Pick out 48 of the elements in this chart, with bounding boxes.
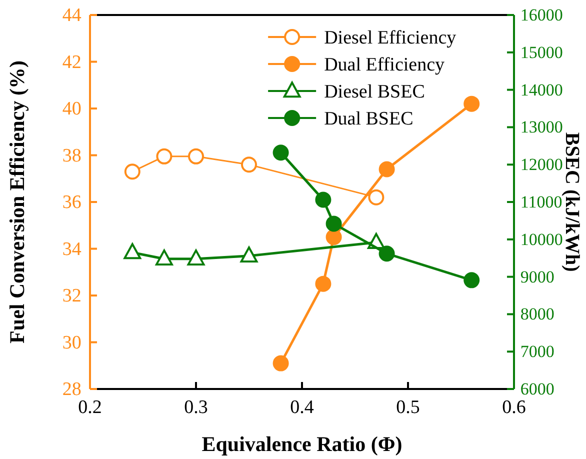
y2-tick-label: 16000 bbox=[520, 5, 563, 24]
y-tick-label: 38 bbox=[62, 145, 82, 166]
point bbox=[378, 246, 395, 262]
point bbox=[326, 216, 342, 232]
x-tick-label: 0.6 bbox=[502, 396, 526, 418]
point bbox=[368, 189, 384, 206]
point bbox=[315, 276, 332, 292]
y-tick-label: 42 bbox=[62, 52, 82, 73]
point bbox=[156, 249, 173, 266]
point bbox=[156, 148, 172, 164]
legend-label: Dual BSEC bbox=[324, 108, 414, 130]
point bbox=[187, 249, 205, 266]
y2-tick-label: 10000 bbox=[520, 230, 563, 249]
x-tick-label: 0.5 bbox=[396, 396, 420, 418]
y2-tick-label: 15000 bbox=[520, 42, 563, 62]
point bbox=[315, 192, 332, 208]
legend-label: Diesel Efficiency bbox=[324, 28, 457, 49]
y-axis-title: Fuel Conversion Efficiency (%) bbox=[5, 60, 29, 344]
y-tick-label: 36 bbox=[62, 192, 82, 214]
point bbox=[188, 148, 204, 164]
point bbox=[272, 144, 289, 161]
y2-tick-label: 11000 bbox=[520, 192, 562, 212]
point bbox=[124, 164, 140, 180]
point bbox=[464, 96, 480, 112]
y2-tick-label: 9000 bbox=[520, 267, 554, 286]
y2-tick-label: 7000 bbox=[520, 342, 554, 362]
y2-tick-label: 6000 bbox=[520, 379, 554, 398]
y2-tick-label: 14000 bbox=[520, 80, 563, 100]
y-tick-label: 34 bbox=[62, 238, 82, 260]
y-tick-label: 44 bbox=[62, 5, 82, 26]
point bbox=[124, 243, 142, 260]
point bbox=[378, 161, 395, 178]
point bbox=[241, 156, 257, 173]
x-axis-title: Equivalence Ratio (Φ) bbox=[202, 432, 402, 456]
y-tick-label: 30 bbox=[62, 332, 82, 354]
point bbox=[326, 229, 342, 246]
x-tick-label: 0.3 bbox=[184, 396, 208, 418]
legend-label: Diesel BSEC bbox=[324, 82, 425, 103]
y2-tick-label: 13000 bbox=[520, 118, 563, 137]
y2-axis-title: BSEC (kJ/kWh) bbox=[561, 132, 583, 272]
point bbox=[272, 355, 289, 372]
y2-tick-label: 8000 bbox=[520, 304, 554, 324]
legend-label: Dual Efficiency bbox=[324, 54, 446, 76]
y2-tick-label: 12000 bbox=[520, 155, 563, 174]
x-tick-label: 0.4 bbox=[290, 396, 314, 418]
point bbox=[240, 246, 258, 262]
y-tick-label: 32 bbox=[62, 286, 82, 307]
y-tick-label: 40 bbox=[62, 98, 82, 120]
